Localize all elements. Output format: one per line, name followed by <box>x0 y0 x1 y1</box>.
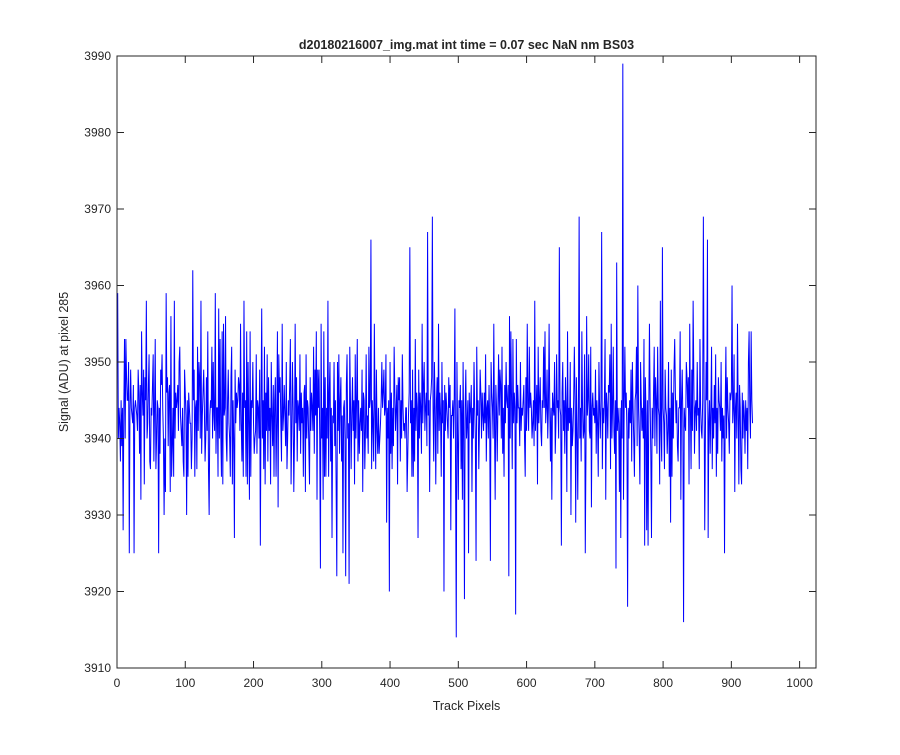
x-tick-label: 900 <box>721 676 741 690</box>
x-axis: 0 100 200 300 400 500 600 700 800 900 1000 <box>114 56 813 690</box>
y-tick-label: 3940 <box>84 432 111 446</box>
x-tick-label: 500 <box>448 676 468 690</box>
y-tick-label: 3970 <box>84 202 111 216</box>
x-axis-label: Track Pixels <box>433 699 501 713</box>
y-tick-label: 3990 <box>84 49 111 63</box>
y-tick-label: 3920 <box>84 585 111 599</box>
y-tick-label: 3930 <box>84 508 111 522</box>
x-tick-label: 600 <box>517 676 537 690</box>
x-tick-label: 100 <box>175 676 195 690</box>
series-layer <box>117 63 754 638</box>
y-axis-label: Signal (ADU) at pixel 285 <box>57 292 71 432</box>
y-tick-label: 3910 <box>84 661 111 675</box>
x-tick-label: 700 <box>585 676 605 690</box>
chart-title: d20180216007_img.mat int time = 0.07 sec… <box>299 38 634 52</box>
y-tick-label: 3980 <box>84 126 111 140</box>
x-tick-label: 300 <box>312 676 332 690</box>
x-tick-label: 1000 <box>786 676 813 690</box>
x-tick-label: 400 <box>380 676 400 690</box>
y-axis: 3910 3920 3930 3940 3950 3960 3970 3980 3990 <box>84 49 816 675</box>
series-line-0 <box>117 63 754 638</box>
x-tick-label: 200 <box>244 676 264 690</box>
x-tick-label: 800 <box>653 676 673 690</box>
x-tick-label: 0 <box>114 676 121 690</box>
y-tick-label: 3950 <box>84 355 111 369</box>
y-tick-label: 3960 <box>84 279 111 293</box>
